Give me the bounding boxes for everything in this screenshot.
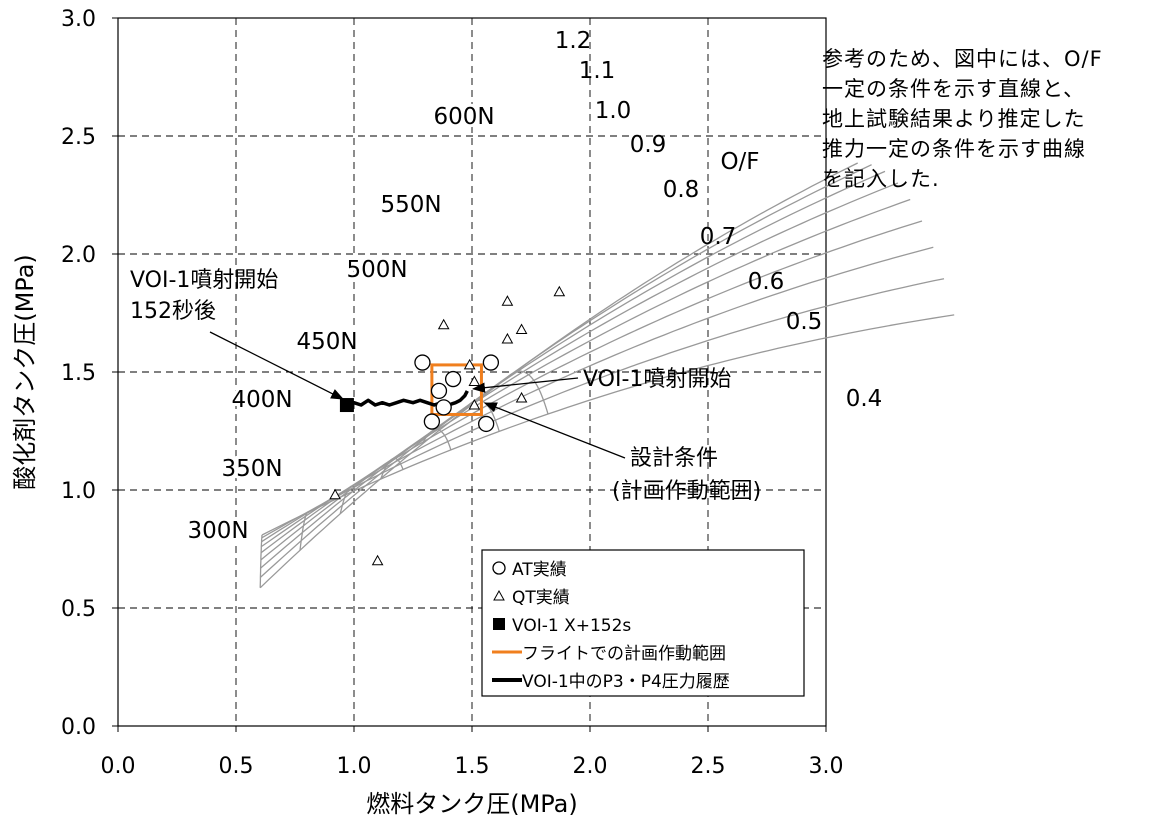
thrust-label: 600N xyxy=(433,104,494,130)
qt-point xyxy=(468,399,481,410)
annotation-text: (計画作動範囲) xyxy=(612,479,761,504)
qt-point xyxy=(329,488,341,500)
annotation-text: VOI-1噴射開始 xyxy=(130,268,278,293)
qt-point xyxy=(515,391,528,403)
thrust-label: 450N xyxy=(296,329,357,355)
y-tick-label: 1.5 xyxy=(61,361,96,386)
of-label: 1.2 xyxy=(555,28,592,54)
note-line: 一定の条件を示す直線と、 xyxy=(822,77,1086,101)
of-label: 0.4 xyxy=(846,386,883,412)
thrust-curve xyxy=(339,485,357,514)
legend-label: QT実績 xyxy=(512,588,570,608)
of-label: 0.9 xyxy=(630,132,667,158)
x-tick-label: 2.5 xyxy=(691,754,726,779)
note-line: 地上試験結果より推定した xyxy=(822,107,1086,131)
legend-swatch xyxy=(493,618,505,630)
legend-swatch xyxy=(492,561,506,575)
annotation-arrow xyxy=(209,331,345,400)
annotation-text: 152秒後 xyxy=(130,299,216,324)
at-point xyxy=(444,370,462,388)
thrust-curve xyxy=(299,511,309,551)
qt-point xyxy=(553,285,566,297)
x-tick-label: 0.0 xyxy=(101,754,136,779)
of-label: 0.5 xyxy=(786,309,823,335)
qt-point xyxy=(437,318,450,330)
of-line xyxy=(260,182,899,561)
qt-point xyxy=(515,323,528,335)
qt-point xyxy=(501,295,514,306)
x-axis-title: 燃料タンク圧(MPa) xyxy=(366,790,578,818)
x-tick-label: 2.0 xyxy=(573,754,608,779)
qt-point xyxy=(371,554,384,566)
annotation-arrow xyxy=(471,377,579,393)
of-label: 0.8 xyxy=(663,177,700,203)
annotation-arrow xyxy=(483,402,626,459)
thrust-curve xyxy=(421,428,452,451)
legend xyxy=(481,549,805,697)
y-tick-label: 2.5 xyxy=(61,125,96,150)
legend-label: フライトでの計画作動範囲 xyxy=(522,644,726,664)
at-point xyxy=(423,413,441,430)
annotation-text: VOI-1噴射開始 xyxy=(583,367,731,392)
y-tick-label: 0.0 xyxy=(61,715,96,740)
of-title: O/F xyxy=(720,149,759,175)
qt-point xyxy=(501,332,514,344)
y-tick-label: 3.0 xyxy=(61,7,96,32)
annotation-text: 設計条件 xyxy=(630,446,718,471)
of-label: 1.0 xyxy=(595,98,632,124)
pressure-history-line xyxy=(346,390,469,407)
x-tick-label: 1.5 xyxy=(455,754,490,779)
y-tick-label: 0.5 xyxy=(61,597,96,622)
of-label: 1.1 xyxy=(579,58,616,84)
y-tick-label: 2.0 xyxy=(61,243,96,268)
at-point xyxy=(414,354,431,371)
at-point xyxy=(478,415,495,433)
chart-note: 参考のため、図中には、O/F 一定の条件を示す直線と、 地上試験結果より推定した… xyxy=(822,44,1162,194)
at-point xyxy=(482,354,500,371)
qt-point xyxy=(463,358,476,370)
of-line xyxy=(260,170,886,569)
at-point xyxy=(430,382,448,400)
x-tick-label: 3.0 xyxy=(809,754,844,779)
of-line xyxy=(261,278,945,539)
y-tick-label: 1.0 xyxy=(61,479,96,504)
legend-swatch xyxy=(493,589,505,601)
y-axis-title: 酸化剤タンク圧(MPa) xyxy=(11,254,39,490)
thrust-label: 550N xyxy=(380,192,441,218)
of-line xyxy=(259,164,872,578)
x-tick-label: 1.0 xyxy=(337,754,372,779)
thrust-label: 350N xyxy=(221,456,282,482)
note-line: 推力一定の条件を示す曲線 xyxy=(822,137,1086,161)
legend-label: VOI-1 X+152s xyxy=(512,616,631,636)
thrust-curve xyxy=(380,457,404,479)
note-line: を記入した. xyxy=(822,167,940,191)
note-line: 参考のため、図中には、O/F xyxy=(822,47,1103,71)
of-line xyxy=(261,246,934,543)
legend-label: AT実績 xyxy=(512,560,567,580)
x-tick-label: 0.5 xyxy=(219,754,254,779)
voi-point xyxy=(339,398,354,413)
thrust-label: 400N xyxy=(231,387,292,413)
thrust-curve xyxy=(505,370,549,415)
of-line xyxy=(261,314,955,536)
thrust-label: 300N xyxy=(187,518,248,544)
legend-label: VOI-1中のP3・P4圧力履歴 xyxy=(522,672,730,692)
of-label: 0.7 xyxy=(700,224,737,250)
thrust-curve xyxy=(259,534,263,588)
of-line xyxy=(260,220,923,548)
of-label: 0.6 xyxy=(748,269,785,295)
thrust-label: 500N xyxy=(346,257,407,283)
at-point xyxy=(435,399,452,416)
